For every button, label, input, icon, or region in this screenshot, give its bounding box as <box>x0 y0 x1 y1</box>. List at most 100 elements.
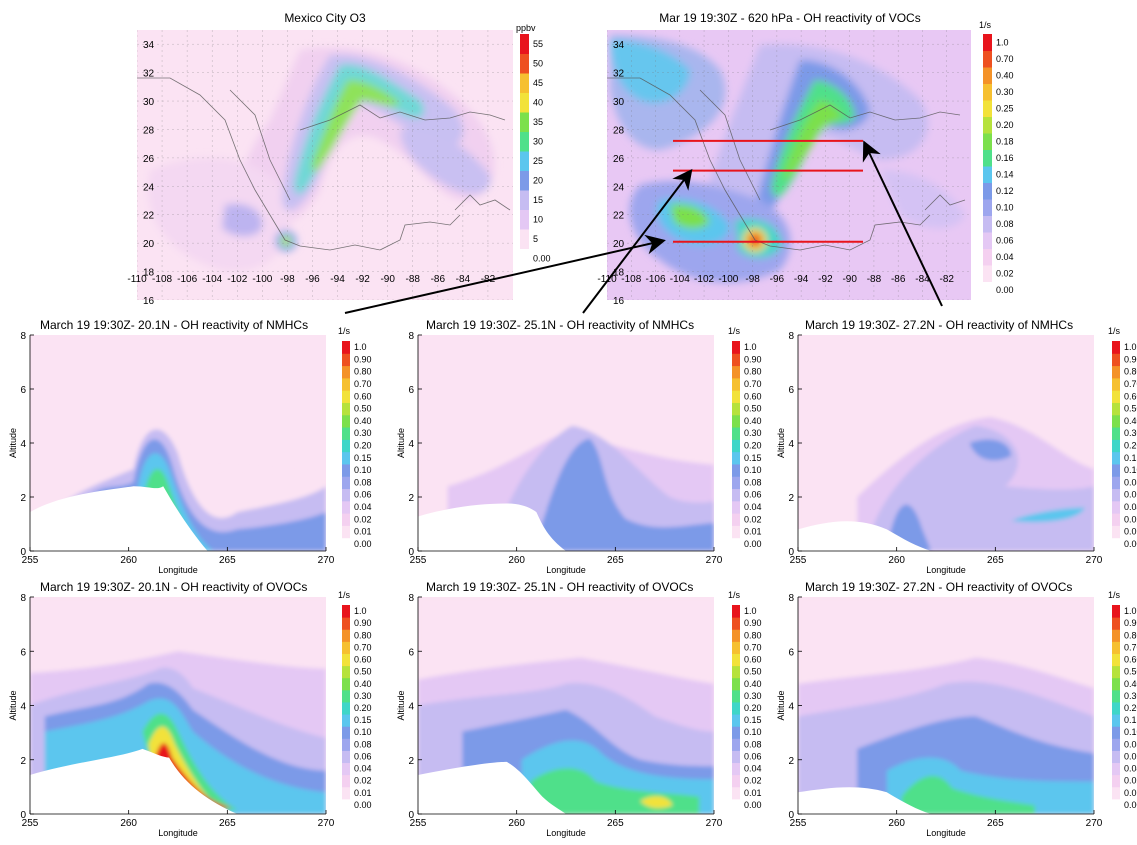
colorbar-swatch <box>1112 726 1120 739</box>
y-tick-label: 4 <box>408 439 414 450</box>
panel-axes: 255 260 265 270 0 2 4 6 8 Longitude Altitude <box>776 331 1103 575</box>
colorbar-swatch <box>520 209 529 230</box>
colorbar-label: 0.20 <box>744 703 762 713</box>
colorbar-label: 0.06 <box>354 751 372 761</box>
colorbar-swatch <box>983 265 992 282</box>
contour-band <box>154 743 232 814</box>
x-tick-label: 270 <box>1086 555 1103 566</box>
colorbar-swatch <box>732 798 740 812</box>
x-tick-label: 270 <box>1086 818 1103 829</box>
colorbar-label: 0.08 <box>1124 739 1137 749</box>
map-o3-gridlines <box>137 30 513 300</box>
colorbar-swatch <box>520 229 529 249</box>
map-x-tick-label: -98 <box>745 274 760 285</box>
colorbar-label: 0.15 <box>744 715 762 725</box>
panel-field <box>30 597 326 814</box>
colorbar-label: 0.04 <box>996 252 1014 262</box>
colorbar-label: 10 <box>533 214 543 224</box>
map-y-tick-label: 20 <box>613 239 625 250</box>
panel-colorbar: 1/s 0.00 0.01 0.02 0.04 0.06 0.08 0.10 0.15 0.20 0… <box>338 590 372 812</box>
map-x-tick-label: -110 <box>127 274 147 285</box>
y-tick-label: 0 <box>408 810 414 821</box>
map-x-tick-label: -88 <box>867 274 882 285</box>
map-x-tick-label: -90 <box>380 274 395 285</box>
colorbar-label: 0.15 <box>1124 715 1137 725</box>
colorbar-swatch <box>520 170 529 191</box>
contour-band <box>536 438 714 551</box>
y-tick-label: 0 <box>20 810 26 821</box>
colorbar-swatch <box>983 215 992 233</box>
colorbar-swatch <box>342 677 350 691</box>
colorbar-swatch <box>1112 439 1120 453</box>
colorbar-swatch <box>1112 629 1120 642</box>
colorbar-swatch <box>1112 476 1120 490</box>
colorbar-swatch <box>342 750 350 764</box>
colorbar-label: 0.16 <box>996 153 1014 163</box>
terrain-mask <box>30 748 238 814</box>
colorbar-label: 0.60 <box>1124 655 1137 665</box>
colorbar-swatch <box>983 281 992 299</box>
map-y-tick-label: 34 <box>143 40 155 51</box>
y-axis-label: Altitude <box>396 428 406 458</box>
y-axis-label: Altitude <box>8 428 18 458</box>
x-tick-label: 260 <box>508 555 525 566</box>
map-x-tick-label: -106 <box>177 274 197 285</box>
map-y-tick-label: 26 <box>143 154 155 165</box>
y-tick-label: 4 <box>408 702 414 713</box>
map-voc-coastlines <box>607 77 966 251</box>
colorbar-swatch <box>342 738 350 751</box>
map-y-tick-label: 22 <box>613 211 625 222</box>
arrow-25n <box>582 168 693 314</box>
colorbar-label: 0.30 <box>744 428 762 438</box>
colorbar-label: 0.01 <box>744 527 762 537</box>
colorbar-swatch <box>732 427 740 440</box>
map-y-tick-label: 30 <box>613 97 625 108</box>
colorbar-label: 0.90 <box>744 618 762 628</box>
y-axis-label: Altitude <box>8 690 18 720</box>
colorbar-label: 0.60 <box>744 391 762 401</box>
x-tick-label: 255 <box>410 818 427 829</box>
colorbar-label: 0.15 <box>744 453 762 463</box>
y-tick-label: 6 <box>408 385 414 396</box>
map-x-tick-label: -96 <box>770 274 785 285</box>
colorbar-label: 0.01 <box>354 527 372 537</box>
colorbar-label: 0.08 <box>744 477 762 487</box>
colorbar-label: 0.40 <box>1124 416 1137 426</box>
map-voc-gridlines <box>607 30 971 300</box>
colorbar-label: 0.08 <box>354 477 372 487</box>
panel-axes: 255 260 265 270 0 2 4 6 8 Longitude Altitude <box>8 593 335 838</box>
colorbar-swatch <box>1112 353 1120 367</box>
colorbar-swatch <box>1112 762 1120 776</box>
x-tick-label: 270 <box>318 555 335 566</box>
colorbar-swatch <box>1112 365 1120 379</box>
colorbar-label: 0.70 <box>744 642 762 652</box>
colorbar-label: 0.30 <box>354 691 372 701</box>
colorbar-swatch <box>342 488 350 502</box>
colorbar-label: 0.10 <box>1124 727 1137 737</box>
terrain-mask <box>418 503 566 551</box>
colorbar-swatch <box>732 365 740 379</box>
x-tick-label: 260 <box>120 555 137 566</box>
colorbar-label: 0.90 <box>354 354 372 364</box>
x-tick-label: 270 <box>318 818 335 829</box>
colorbar-label: 0.15 <box>354 715 372 725</box>
y-tick-label: 0 <box>408 547 414 558</box>
colorbar-label: 0.01 <box>1124 788 1137 798</box>
colorbar-swatch <box>520 73 529 93</box>
panel-axes: 255 260 265 270 0 2 4 6 8 Longitude Altitude <box>396 331 723 575</box>
colorbar-swatch <box>732 414 740 428</box>
terrain-mask <box>798 787 932 814</box>
colorbar-label: 0.08 <box>1124 477 1137 487</box>
colorbar-label: 0.01 <box>354 788 372 798</box>
colorbar-label: 0.50 <box>744 404 762 414</box>
contour-band <box>969 439 1012 461</box>
colorbar-label: 30 <box>533 136 543 146</box>
map-y-tick-label: 20 <box>143 239 155 250</box>
colorbar-swatch <box>732 629 740 642</box>
colorbar-label: 0.04 <box>1124 502 1137 512</box>
map-y-tick-label: 28 <box>143 125 155 136</box>
colorbar-label: 0.06 <box>354 490 372 500</box>
colorbar-label: 0.10 <box>1124 465 1137 475</box>
cross-section-panel: March 19 19:30Z- 20.1N - OH reactivity o… <box>8 580 372 838</box>
